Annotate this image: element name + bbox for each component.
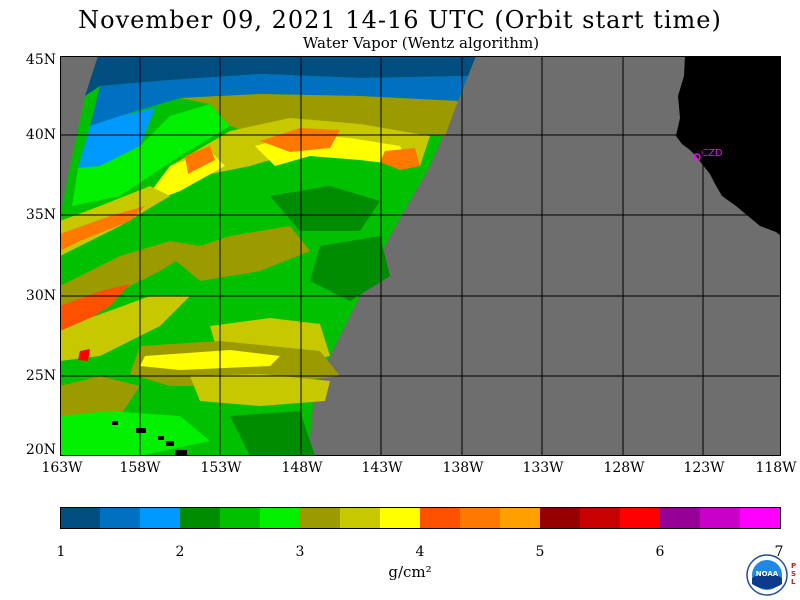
graticule bbox=[60, 56, 781, 456]
lon-label-133w: 133W bbox=[522, 460, 564, 476]
colorbar-tick-5: 5 bbox=[535, 544, 545, 560]
colorbar-cell bbox=[620, 507, 661, 529]
station-label: CZD bbox=[701, 148, 723, 159]
colorbar-cell bbox=[260, 507, 301, 529]
lat-label-35n: 35N bbox=[25, 207, 56, 223]
colorbar-cell bbox=[740, 507, 781, 529]
colorbar-cell bbox=[420, 507, 461, 529]
water-vapor-map: CZD bbox=[60, 56, 781, 456]
lat-label-40n: 40N bbox=[25, 127, 56, 143]
colorbar-cell bbox=[540, 507, 581, 529]
map-title: November 09, 2021 14-16 UTC (Orbit start… bbox=[78, 6, 722, 34]
colorbar-cell bbox=[380, 507, 421, 529]
colorbar-tick-3: 3 bbox=[295, 544, 305, 560]
hawaii-islands bbox=[112, 421, 187, 456]
colorbar-cell bbox=[140, 507, 181, 529]
colorbar-cell bbox=[660, 507, 701, 529]
lon-label-138w: 138W bbox=[442, 460, 484, 476]
lon-label-123w: 123W bbox=[683, 460, 725, 476]
lon-label-163w: 163W bbox=[41, 460, 83, 476]
colorbar-cells bbox=[60, 507, 781, 529]
map-subtitle: Water Vapor (Wentz algorithm) bbox=[302, 34, 540, 52]
lon-label-158w: 158W bbox=[119, 460, 161, 476]
lon-label-118w: 118W bbox=[755, 460, 797, 476]
lat-label-25n: 25N bbox=[25, 368, 56, 384]
lon-label-153w: 153W bbox=[200, 460, 242, 476]
colorbar-cell bbox=[580, 507, 621, 529]
colorbar-cell bbox=[700, 507, 741, 529]
colorbar-cell bbox=[500, 507, 541, 529]
lat-label-30n: 30N bbox=[25, 288, 56, 304]
data-swath bbox=[60, 56, 476, 456]
station-marker-czd: CZD bbox=[693, 148, 723, 161]
colorbar-units: g/cm² bbox=[388, 563, 432, 581]
lat-label-20n: 20N bbox=[25, 442, 56, 458]
colorbar-frame bbox=[60, 507, 781, 529]
colorbar bbox=[60, 507, 781, 529]
colorbar-cell bbox=[460, 507, 501, 529]
colorbar-tick-4: 4 bbox=[415, 544, 425, 560]
lat-label-45n: 45N bbox=[25, 52, 56, 68]
colorbar-cell bbox=[340, 507, 381, 529]
colorbar-cell bbox=[60, 507, 101, 529]
colorbar-tick-2: 2 bbox=[175, 544, 185, 560]
lon-label-128w: 128W bbox=[603, 460, 645, 476]
colorbar-cell bbox=[220, 507, 261, 529]
colorbar-tick-1: 1 bbox=[56, 544, 66, 560]
lon-label-148w: 148W bbox=[281, 460, 323, 476]
colorbar-cell bbox=[300, 507, 341, 529]
colorbar-cell bbox=[100, 507, 141, 529]
colorbar-tick-6: 6 bbox=[655, 544, 665, 560]
colorbar-tick-7: 7 bbox=[774, 544, 784, 560]
colorbar-cell bbox=[180, 507, 221, 529]
lon-label-143w: 143W bbox=[361, 460, 403, 476]
land-mass bbox=[676, 56, 781, 236]
noaa-logo: NOAA bbox=[746, 554, 788, 596]
logo-text: NOAA bbox=[756, 570, 779, 578]
map-frame bbox=[60, 56, 781, 456]
